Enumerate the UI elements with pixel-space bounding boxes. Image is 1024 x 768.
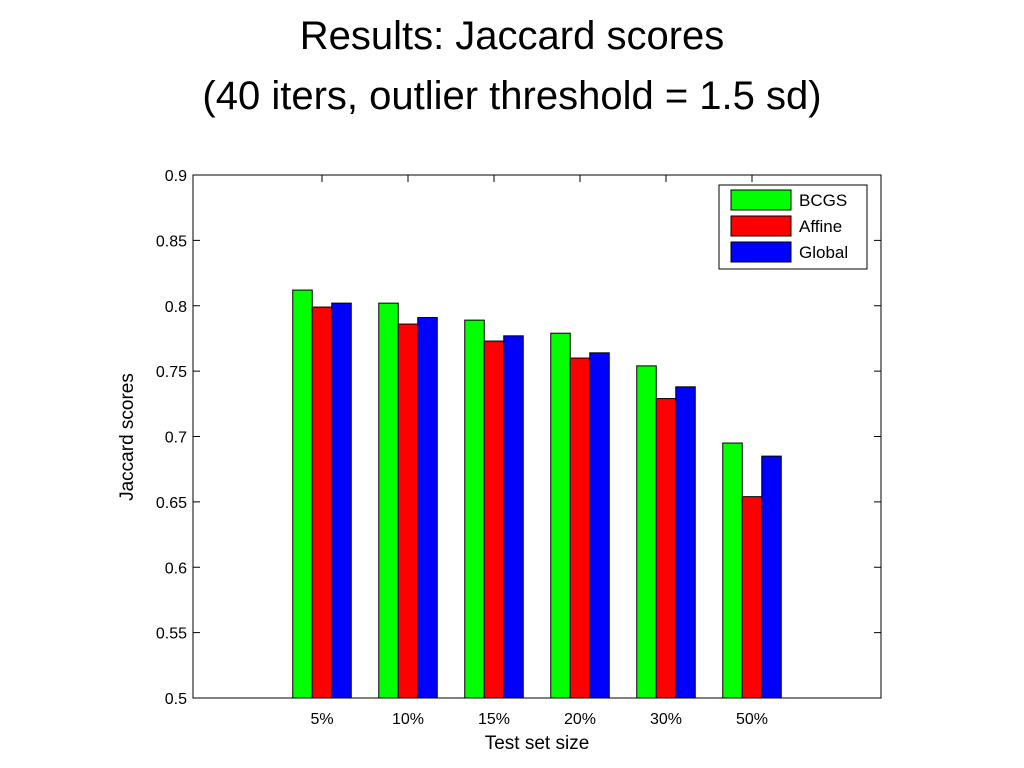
bar-affine	[397, 323, 419, 699]
slide-title-line-2: (40 iters, outlier threshold = 1.5 sd)	[202, 74, 822, 118]
x-tick-label: 30%	[650, 711, 682, 728]
y-tick-label: 0.85	[156, 233, 187, 250]
bar-global	[331, 302, 352, 699]
bar-affine	[655, 398, 677, 699]
bar-bcgs	[636, 365, 657, 699]
x-tick-label: 5%	[310, 711, 333, 728]
bar-global	[761, 455, 782, 699]
y-tick-label: 0.9	[165, 168, 187, 185]
y-tick-label: 0.6	[165, 560, 187, 577]
legend-label-global: Global	[799, 243, 848, 262]
legend-label-bcgs: BCGS	[799, 191, 847, 210]
bar-global	[417, 317, 438, 699]
bar-affine	[741, 496, 763, 699]
legend-swatch-bcgs	[730, 189, 792, 211]
bar-bcgs	[722, 442, 743, 699]
y-tick-label: 0.55	[156, 626, 187, 643]
y-tick-label: 0.65	[156, 495, 187, 512]
bar-global	[503, 335, 524, 699]
legend-label-affine: Affine	[799, 217, 842, 236]
bar-global	[589, 352, 610, 699]
y-axis-label: Jaccard scores	[117, 373, 138, 501]
x-tick-label: 50%	[736, 711, 768, 728]
x-axis-label: Test set size	[485, 733, 590, 754]
y-tick-label: 0.5	[165, 691, 187, 708]
bar-bcgs	[292, 289, 313, 699]
y-tick-label: 0.7	[165, 430, 187, 447]
bar-bcgs	[378, 302, 399, 699]
bar-global	[675, 386, 696, 699]
x-tick-label: 15%	[478, 711, 510, 728]
bar-bcgs	[550, 332, 571, 699]
slide-title-line-1: Results: Jaccard scores	[299, 14, 725, 58]
bar-affine	[569, 357, 591, 699]
x-tick-label: 20%	[564, 711, 596, 728]
x-tick-label: 10%	[392, 711, 424, 728]
legend-swatch-affine	[730, 215, 792, 237]
legend: BCGS Affine Global	[718, 184, 868, 270]
y-tick-label: 0.75	[156, 364, 187, 381]
bar-affine	[483, 340, 505, 699]
plot-frame	[192, 174, 882, 699]
legend-swatch-global	[730, 241, 792, 263]
bar-affine	[311, 306, 333, 699]
bar-bcgs	[464, 319, 485, 699]
y-tick-label: 0.8	[165, 299, 187, 316]
